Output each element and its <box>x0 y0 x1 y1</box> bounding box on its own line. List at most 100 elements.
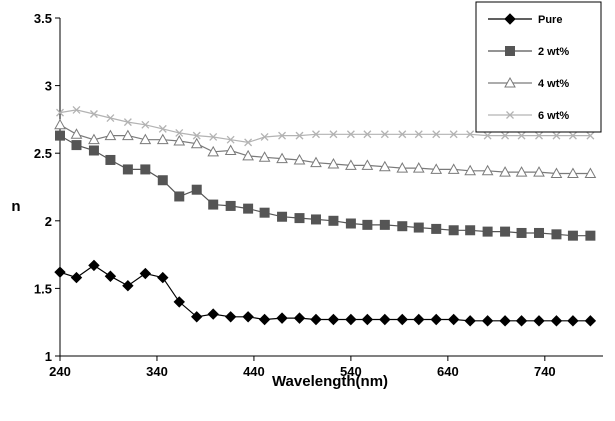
data-point <box>242 149 254 161</box>
x-tick-label: 440 <box>243 364 265 379</box>
data-point <box>328 215 339 226</box>
data-point <box>310 313 322 326</box>
data-point <box>534 227 545 238</box>
data-point <box>397 221 408 232</box>
data-point <box>430 313 442 326</box>
data-point <box>122 279 134 292</box>
data-point-stroke <box>89 110 98 118</box>
data-point <box>505 46 515 56</box>
data-point <box>499 315 511 327</box>
data-point <box>412 162 425 173</box>
data-point <box>226 135 235 144</box>
y-tick-label: 2 <box>45 214 52 229</box>
data-point <box>157 175 168 186</box>
data-point-stroke <box>398 130 407 139</box>
series-layer <box>54 105 597 327</box>
data-point-stroke <box>106 114 115 123</box>
legend-item: 6 wt% <box>488 110 569 122</box>
data-point-stroke <box>244 138 253 147</box>
data-point <box>515 315 528 327</box>
data-point <box>362 219 373 230</box>
x-tick-label: 640 <box>437 364 459 379</box>
data-point <box>504 76 516 88</box>
data-point <box>346 130 355 139</box>
data-point <box>499 166 511 177</box>
series-6-wt- <box>56 105 595 147</box>
data-point <box>568 131 577 140</box>
legend-label: Pure <box>538 14 562 26</box>
data-point-stroke <box>466 130 475 139</box>
data-point <box>551 229 562 240</box>
data-point <box>276 152 288 164</box>
data-point <box>191 184 202 195</box>
data-point <box>225 200 236 211</box>
data-point-stroke <box>517 131 526 140</box>
data-point <box>464 315 476 327</box>
data-point <box>586 131 595 140</box>
legend-label: 6 wt% <box>538 110 569 122</box>
legend-item: 2 wt% <box>488 46 569 58</box>
data-point <box>88 145 99 156</box>
axes: 1 1.5 2 2.5 3 3.5 240 340 440 540 640 740 <box>34 11 603 379</box>
data-point <box>396 313 408 326</box>
data-point <box>139 267 152 280</box>
data-point <box>481 315 494 327</box>
data-point-stroke <box>483 131 492 140</box>
legend-box <box>475 1 602 133</box>
data-point <box>398 130 407 139</box>
legend-item: 4 wt% <box>488 76 569 90</box>
data-point <box>345 218 356 229</box>
data-point <box>55 130 65 141</box>
data-point <box>363 130 372 139</box>
legend-label: 4 wt% <box>538 78 569 90</box>
data-point <box>293 153 306 165</box>
series-line <box>59 264 591 322</box>
y-tick-label: 3.5 <box>34 11 52 26</box>
data-point <box>173 135 186 146</box>
data-point <box>483 131 492 140</box>
data-point-stroke <box>346 130 355 139</box>
data-point <box>449 130 458 139</box>
x-axis-title: Wavelength(nm) <box>272 373 388 390</box>
data-point-stroke <box>535 131 543 140</box>
data-point <box>54 118 66 130</box>
data-point <box>260 133 269 141</box>
data-point <box>122 129 134 141</box>
data-point-stroke <box>278 131 287 140</box>
data-point <box>431 223 442 234</box>
data-point <box>72 105 81 114</box>
data-point <box>500 226 511 237</box>
data-point <box>190 137 203 149</box>
data-point <box>71 140 82 151</box>
data-point <box>447 313 460 326</box>
series-pure <box>54 259 597 327</box>
data-point-stroke <box>226 135 235 144</box>
x-tick-label: 740 <box>534 364 556 379</box>
data-point <box>122 164 133 175</box>
data-point <box>506 111 514 119</box>
data-point-stroke <box>158 124 167 133</box>
data-point <box>533 166 545 177</box>
data-point <box>552 131 561 140</box>
data-point <box>192 131 201 140</box>
data-point <box>312 130 320 139</box>
data-point <box>550 167 563 178</box>
data-point <box>516 227 527 238</box>
data-point <box>88 259 100 272</box>
y-tick-label: 1.5 <box>34 281 52 296</box>
data-point <box>276 312 288 324</box>
data-point-stroke <box>363 130 372 139</box>
data-point <box>567 315 579 327</box>
data-point <box>465 225 476 236</box>
data-point <box>173 296 185 308</box>
data-point <box>88 133 100 145</box>
data-point-stroke <box>72 105 81 114</box>
data-point <box>396 162 409 173</box>
data-point-stroke <box>209 133 218 141</box>
data-point <box>224 144 237 155</box>
data-point <box>567 230 578 241</box>
data-point <box>345 159 357 170</box>
data-point <box>294 213 305 224</box>
y-tick-label: 2.5 <box>34 146 52 161</box>
